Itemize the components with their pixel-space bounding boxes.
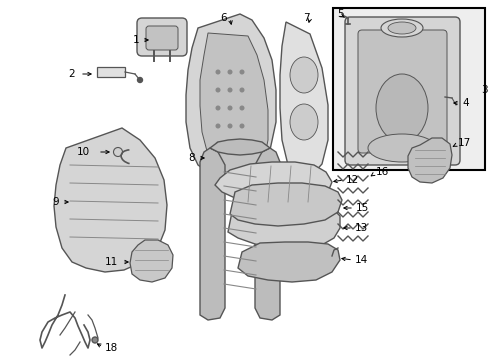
- Bar: [333, 8, 485, 170]
- Ellipse shape: [368, 134, 436, 162]
- FancyBboxPatch shape: [358, 30, 447, 153]
- Polygon shape: [186, 14, 276, 179]
- Circle shape: [240, 106, 244, 110]
- Polygon shape: [215, 162, 332, 205]
- FancyBboxPatch shape: [137, 18, 187, 56]
- Circle shape: [240, 88, 244, 92]
- Circle shape: [216, 106, 220, 110]
- Ellipse shape: [388, 22, 416, 34]
- Bar: [97, 67, 125, 77]
- Circle shape: [216, 142, 220, 146]
- Text: 2: 2: [69, 69, 75, 79]
- Text: 4: 4: [462, 98, 468, 108]
- Polygon shape: [230, 183, 342, 226]
- Ellipse shape: [381, 19, 423, 37]
- Polygon shape: [200, 148, 225, 320]
- Polygon shape: [130, 240, 173, 282]
- Polygon shape: [54, 128, 167, 272]
- Text: 7: 7: [303, 13, 309, 23]
- Circle shape: [228, 106, 232, 110]
- Polygon shape: [408, 138, 452, 183]
- Text: 5: 5: [337, 9, 343, 19]
- Text: 11: 11: [105, 257, 118, 267]
- Ellipse shape: [290, 104, 318, 140]
- Text: 18: 18: [105, 343, 118, 353]
- Circle shape: [216, 124, 220, 128]
- Circle shape: [216, 88, 220, 92]
- FancyBboxPatch shape: [146, 26, 178, 50]
- FancyBboxPatch shape: [345, 17, 460, 165]
- Polygon shape: [200, 33, 268, 175]
- Circle shape: [240, 124, 244, 128]
- Circle shape: [138, 77, 143, 82]
- Text: 16: 16: [376, 167, 389, 177]
- Circle shape: [228, 124, 232, 128]
- Text: 13: 13: [355, 223, 368, 233]
- Polygon shape: [228, 200, 340, 250]
- Circle shape: [240, 142, 244, 146]
- Circle shape: [228, 88, 232, 92]
- Text: 8: 8: [189, 153, 196, 163]
- Text: 6: 6: [220, 13, 227, 23]
- Circle shape: [240, 70, 244, 74]
- Circle shape: [228, 70, 232, 74]
- Text: 14: 14: [355, 255, 368, 265]
- Ellipse shape: [290, 57, 318, 93]
- Polygon shape: [280, 22, 328, 175]
- Ellipse shape: [376, 74, 428, 142]
- Circle shape: [216, 70, 220, 74]
- Text: 15: 15: [356, 203, 369, 213]
- Circle shape: [228, 142, 232, 146]
- Polygon shape: [238, 242, 340, 282]
- Circle shape: [114, 148, 122, 157]
- Text: 17: 17: [458, 138, 471, 148]
- Text: 12: 12: [346, 175, 359, 185]
- Text: 1: 1: [133, 35, 139, 45]
- Text: 9: 9: [53, 197, 59, 207]
- Polygon shape: [210, 139, 270, 155]
- Circle shape: [92, 337, 98, 343]
- Text: 3: 3: [481, 85, 488, 95]
- Text: 10: 10: [77, 147, 90, 157]
- Polygon shape: [255, 148, 280, 320]
